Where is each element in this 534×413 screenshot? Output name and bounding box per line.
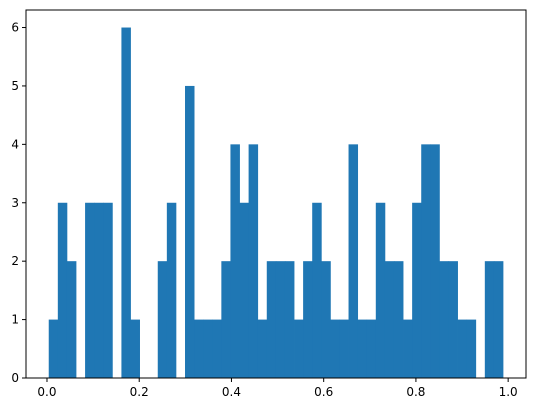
y-tick-label: 5: [11, 79, 19, 93]
histogram-bar: [294, 319, 304, 378]
histogram-bar: [239, 202, 250, 378]
histogram-bar: [248, 144, 259, 378]
histogram-bars: [48, 27, 504, 379]
x-tick-label: 0.4: [222, 385, 241, 399]
histogram-bar: [266, 261, 277, 378]
x-tick-label: 0.2: [130, 385, 149, 399]
histogram-bar: [166, 202, 177, 378]
y-tick-label: 2: [11, 254, 19, 268]
x-tick-label: 0.8: [406, 385, 425, 399]
histogram-bar: [493, 261, 504, 378]
histogram-bar: [321, 261, 331, 378]
histogram-bar: [230, 144, 240, 378]
histogram-bar: [375, 202, 386, 378]
histogram-bar: [484, 261, 495, 378]
histogram-bar: [330, 319, 340, 378]
histogram-bar: [185, 85, 195, 378]
histogram-bar: [121, 27, 131, 379]
y-tick-label: 6: [11, 21, 19, 35]
histogram-bar: [303, 261, 313, 378]
histogram-bar: [94, 202, 104, 378]
y-tick-label: 4: [11, 137, 19, 151]
histogram-bar: [66, 261, 77, 378]
histogram-bar: [203, 319, 213, 378]
x-tick-label: 0.6: [314, 385, 333, 399]
histogram-bar: [357, 319, 368, 378]
x-axis-ticks: 0.0 0.2 0.4 0.6 0.8 1.0: [37, 378, 518, 399]
histogram-bar: [339, 319, 349, 378]
plot-frame: [25, 9, 527, 379]
y-tick-label: 3: [11, 196, 19, 210]
histogram-bar: [157, 261, 168, 378]
histogram-bar: [284, 261, 295, 378]
histogram-bar: [85, 202, 95, 378]
histogram-bar: [57, 202, 68, 378]
histogram-bar: [221, 261, 231, 378]
histogram-bar: [439, 261, 449, 378]
histogram-bar: [194, 319, 204, 378]
histogram-bar: [48, 319, 59, 378]
histogram-bar: [312, 202, 322, 378]
histogram-bar: [448, 261, 458, 378]
histogram-bar: [130, 319, 140, 378]
histogram-bar: [403, 319, 413, 378]
histogram-bar: [466, 319, 477, 378]
histogram-bar: [275, 261, 286, 378]
histogram-bar: [412, 202, 422, 378]
histogram-bar: [457, 319, 468, 378]
y-tick-label: 1: [11, 313, 19, 327]
histogram-bar: [212, 319, 222, 378]
y-axis-ticks: 0 1 2 3 4 5 6: [11, 21, 26, 385]
x-tick-label: 1.0: [499, 385, 518, 399]
histogram-bar: [393, 261, 404, 378]
histogram-bar: [366, 319, 377, 378]
histogram-bar: [384, 261, 395, 378]
histogram-bar: [257, 319, 268, 378]
x-tick-label: 0.0: [37, 385, 56, 399]
histogram-bar: [430, 144, 440, 378]
histogram-bar: [103, 202, 113, 378]
histogram-bar: [421, 144, 431, 378]
y-tick-label: 0: [11, 371, 19, 385]
histogram-bar: [348, 144, 359, 378]
